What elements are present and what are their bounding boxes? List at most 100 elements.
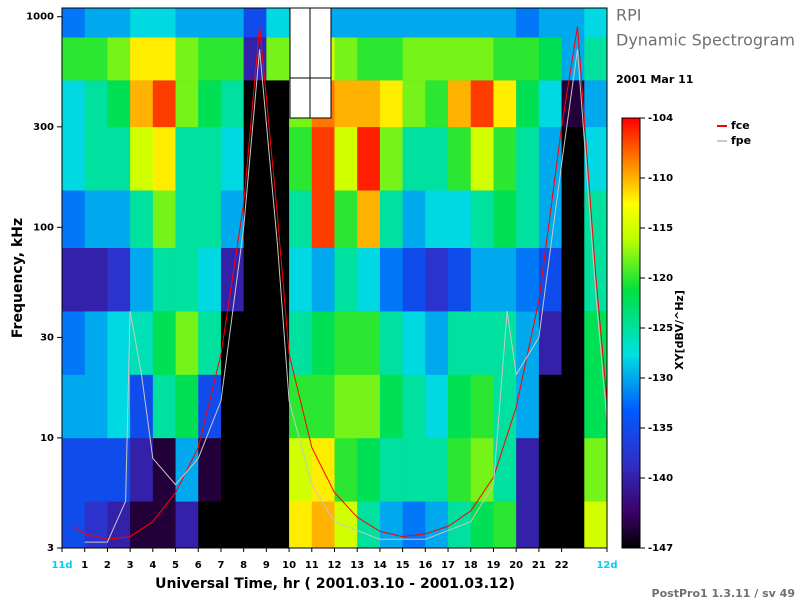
cell — [62, 501, 86, 549]
cell — [538, 80, 562, 128]
cell — [402, 374, 426, 439]
cell — [334, 37, 358, 81]
cell — [357, 247, 381, 312]
cell — [289, 311, 313, 375]
cell — [175, 247, 199, 312]
cell — [107, 374, 131, 439]
cell — [470, 437, 494, 502]
cell — [448, 311, 472, 375]
cell — [130, 437, 154, 502]
cell — [175, 126, 199, 191]
cell — [289, 374, 313, 439]
cell — [425, 311, 449, 375]
cell — [379, 311, 403, 375]
cell — [198, 247, 222, 312]
cell — [243, 8, 267, 38]
cell — [584, 126, 608, 191]
cell — [311, 501, 335, 549]
cell — [243, 126, 267, 191]
x-tick-label: 12 — [328, 560, 342, 571]
cell — [198, 311, 222, 375]
cell — [425, 374, 449, 439]
cell — [266, 374, 290, 439]
cell — [152, 311, 176, 375]
cell — [84, 190, 108, 249]
cell — [62, 437, 86, 502]
cell — [220, 8, 244, 38]
cell — [357, 80, 381, 128]
cell — [379, 126, 403, 191]
cell — [538, 190, 562, 249]
cell — [334, 80, 358, 128]
cell — [130, 126, 154, 191]
cell — [62, 374, 86, 439]
cell — [311, 374, 335, 439]
curves — [73, 26, 608, 543]
y-tick-label: 1000 — [26, 12, 54, 23]
x-tick-label: 11 — [305, 560, 319, 571]
y-tick-label: 3 — [47, 543, 54, 554]
cell — [448, 374, 472, 439]
cell — [289, 247, 313, 312]
cell — [402, 437, 426, 502]
cell — [107, 126, 131, 191]
cell — [289, 126, 313, 191]
cell — [425, 190, 449, 249]
cell — [62, 247, 86, 312]
cell — [62, 8, 86, 38]
cell — [425, 80, 449, 128]
cell — [402, 311, 426, 375]
cell — [425, 37, 449, 81]
cell — [311, 126, 335, 191]
cell — [289, 190, 313, 249]
x-tick-label: 12d — [596, 560, 617, 571]
cell — [107, 190, 131, 249]
cell — [266, 126, 290, 191]
cell — [402, 501, 426, 549]
cell — [493, 437, 517, 502]
cell — [175, 374, 199, 439]
cell — [130, 374, 154, 439]
cell — [130, 501, 154, 549]
cell — [584, 190, 608, 249]
cell — [107, 8, 131, 38]
colorbar — [621, 117, 641, 549]
cell — [311, 190, 335, 249]
cell — [470, 37, 494, 81]
cell — [379, 247, 403, 312]
cell — [84, 374, 108, 439]
cell — [130, 190, 154, 249]
cell — [516, 8, 540, 38]
x-axis-label: Universal Time, hr ( 2001.03.10 - 2001.0… — [155, 576, 515, 592]
cell — [493, 126, 517, 191]
cell — [220, 37, 244, 81]
cell — [62, 37, 86, 81]
cell — [357, 126, 381, 191]
cell — [107, 437, 131, 502]
cell — [107, 311, 131, 375]
cell — [334, 374, 358, 439]
cell — [561, 374, 585, 439]
cell — [84, 437, 108, 502]
cell — [561, 126, 585, 191]
cell — [584, 8, 608, 38]
cell — [448, 190, 472, 249]
cell — [516, 374, 540, 439]
cell — [334, 190, 358, 249]
colorbar-tick-label: -130 — [648, 373, 673, 384]
x-tick-label: 11d — [51, 560, 72, 571]
y-tick-label: 100 — [33, 222, 54, 233]
cell — [130, 37, 154, 81]
cell — [152, 247, 176, 312]
x-tick-label: 13 — [350, 560, 364, 571]
x-tick-label: 8 — [240, 560, 247, 571]
cell — [266, 37, 290, 81]
cell — [516, 126, 540, 191]
colorbar-label: XY[dBV/^Hz] — [673, 290, 686, 370]
cell — [334, 311, 358, 375]
cell — [493, 8, 517, 38]
cell — [357, 311, 381, 375]
cell — [425, 247, 449, 312]
cell — [175, 8, 199, 38]
